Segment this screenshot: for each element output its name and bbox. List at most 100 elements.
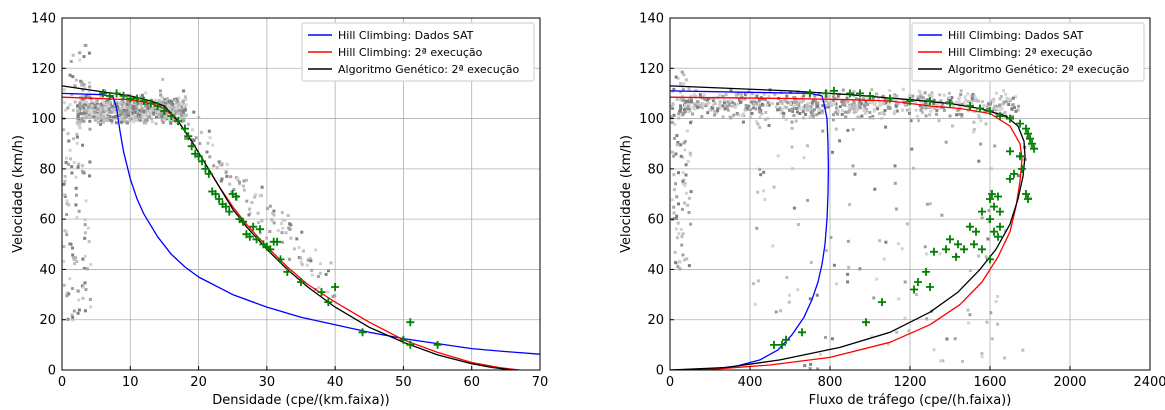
background-sample-point — [99, 119, 103, 123]
background-sample-point — [675, 214, 679, 218]
background-sample-point — [680, 207, 684, 211]
background-sample-point — [170, 100, 174, 104]
background-sample-point — [674, 217, 678, 221]
background-sample-point — [747, 104, 751, 108]
background-sample-point — [802, 156, 806, 160]
background-sample-point — [788, 108, 791, 112]
background-sample-point — [710, 96, 714, 100]
background-sample-point — [159, 100, 163, 104]
background-sample-point — [272, 213, 276, 217]
observation-marker — [770, 340, 778, 349]
background-sample-point — [102, 113, 106, 117]
background-sample-point — [217, 160, 221, 164]
background-sample-point — [324, 272, 328, 276]
background-sample-point — [98, 110, 102, 114]
background-sample-point — [920, 111, 924, 114]
background-sample-point — [790, 108, 794, 112]
background-sample-point — [955, 113, 959, 117]
background-sample-point — [83, 236, 87, 240]
background-sample-point — [681, 88, 685, 92]
background-sample-point — [70, 93, 74, 97]
background-sample-point — [99, 102, 103, 106]
background-sample-point — [798, 107, 802, 111]
background-sample-point — [766, 100, 770, 104]
background-sample-point — [126, 99, 130, 103]
background-sample-point — [940, 213, 944, 217]
background-sample-point — [851, 128, 855, 131]
background-sample-point — [774, 105, 778, 109]
background-sample-point — [679, 104, 682, 108]
background-sample-point — [872, 296, 876, 300]
background-sample-point — [967, 100, 970, 103]
background-sample-point — [795, 107, 798, 110]
background-sample-point — [923, 245, 927, 249]
background-sample-point — [101, 104, 105, 108]
background-sample-point — [126, 116, 130, 120]
background-sample-point — [154, 98, 158, 102]
background-sample-point — [101, 118, 105, 122]
background-sample-point — [1003, 111, 1007, 114]
background-sample-point — [93, 113, 97, 117]
background-sample-point — [87, 95, 91, 99]
background-sample-point — [163, 98, 167, 102]
background-sample-point — [143, 111, 147, 115]
observation-marker — [119, 91, 128, 100]
background-sample-point — [679, 90, 683, 94]
background-sample-point — [684, 99, 688, 103]
background-sample-point — [676, 77, 680, 80]
background-sample-point — [979, 119, 983, 123]
background-sample-point — [872, 109, 876, 113]
background-sample-point — [787, 300, 791, 304]
background-sample-point — [908, 111, 911, 115]
background-sample-point — [115, 102, 119, 106]
observation-marker — [856, 89, 864, 98]
background-sample-point — [834, 111, 838, 114]
background-sample-point — [71, 315, 75, 319]
background-sample-point — [834, 127, 838, 131]
background-sample-point — [977, 254, 981, 258]
background-sample-point — [892, 94, 896, 98]
background-sample-point — [868, 116, 872, 120]
background-sample-point — [758, 125, 762, 129]
background-sample-point — [65, 213, 69, 216]
background-sample-point — [924, 106, 928, 110]
background-sample-point — [866, 103, 870, 106]
background-sample-point — [331, 295, 335, 298]
x-tick-label: 1600 — [973, 375, 1006, 390]
background-sample-point — [945, 337, 949, 341]
background-sample-point — [719, 106, 722, 110]
background-sample-point — [980, 355, 984, 359]
background-sample-point — [884, 240, 888, 244]
observation-marker — [954, 240, 962, 249]
background-sample-point — [672, 87, 676, 91]
background-sample-point — [182, 98, 186, 102]
background-sample-point — [780, 102, 784, 105]
background-sample-point — [71, 75, 75, 79]
background-sample-point — [784, 118, 788, 121]
background-sample-point — [942, 93, 946, 97]
background-sample-point — [873, 102, 877, 106]
background-sample-point — [830, 337, 834, 341]
background-sample-point — [821, 104, 825, 108]
background-sample-point — [711, 106, 715, 110]
background-sample-point — [139, 95, 143, 99]
background-sample-point — [75, 216, 79, 220]
background-sample-point — [1017, 104, 1021, 108]
background-sample-point — [802, 116, 806, 120]
background-sample-point — [789, 102, 792, 105]
background-sample-point — [854, 110, 858, 114]
background-sample-point — [929, 109, 933, 113]
background-sample-point — [785, 94, 789, 98]
background-sample-point — [284, 231, 288, 235]
background-sample-point — [98, 115, 102, 119]
background-sample-point — [918, 95, 922, 99]
y-tick-label: 40 — [647, 263, 664, 278]
series-line-algoritmo-gen-tico-2-execu-o — [62, 85, 513, 370]
background-sample-point — [994, 91, 998, 95]
background-sample-point — [802, 94, 806, 98]
background-sample-point — [783, 105, 787, 109]
background-sample-point — [280, 211, 284, 214]
background-sample-point — [840, 112, 844, 116]
background-sample-point — [224, 170, 228, 174]
background-sample-point — [81, 257, 85, 261]
